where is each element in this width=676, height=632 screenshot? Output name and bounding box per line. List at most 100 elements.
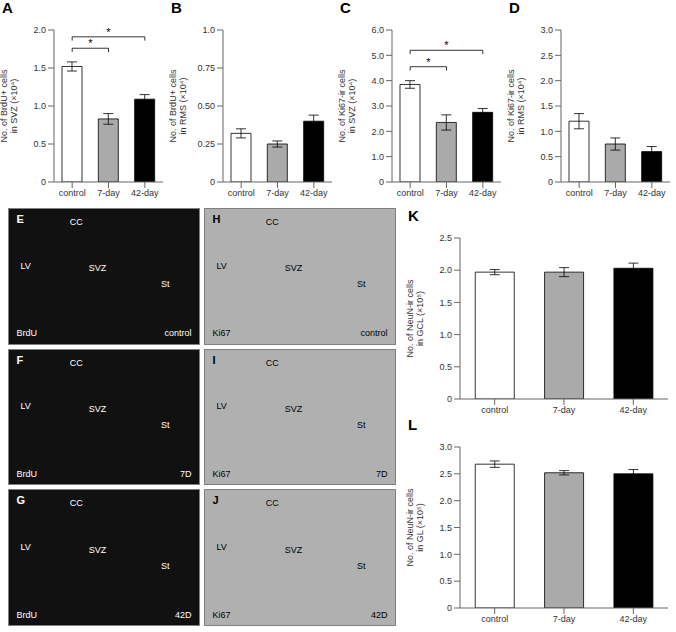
- svg-text:0: 0: [379, 177, 384, 187]
- svg-text:0.5: 0.5: [540, 152, 553, 162]
- svg-text:No. of NeuN-ir cellsin GL (×10: No. of NeuN-ir cellsin GL (×10⁵): [406, 488, 425, 567]
- html-text:7D: 7D: [375, 468, 388, 479]
- svg-text:1.0: 1.0: [371, 152, 384, 162]
- svg-text:7-day: 7-day: [435, 188, 458, 198]
- svg-text:*: *: [426, 56, 431, 68]
- svg-text:No. of Ki67-ir cellsin RMS (×1: No. of Ki67-ir cellsin RMS (×10⁴): [507, 69, 526, 143]
- svg-text:7-day: 7-day: [553, 614, 576, 624]
- svg-text:control: control: [481, 405, 508, 415]
- svg-text:2.0: 2.0: [439, 496, 452, 506]
- svg-text:0.5: 0.5: [33, 139, 46, 149]
- svg-text:1.0: 1.0: [33, 101, 46, 111]
- svg-text:42-day: 42-day: [620, 405, 648, 415]
- svg-text:7-day: 7-day: [266, 188, 289, 198]
- svg-text:2.0: 2.0: [439, 265, 452, 275]
- html-text:B: B: [171, 0, 182, 16]
- html-text:Ki67: Ki67: [212, 468, 231, 479]
- svg-text:0: 0: [41, 177, 46, 187]
- html-text:LV: LV: [216, 260, 227, 271]
- svg-text:42-day: 42-day: [620, 614, 648, 624]
- svg-text:No. of BrdU+ cellsin RMS (×10⁴: No. of BrdU+ cellsin RMS (×10⁴): [169, 69, 188, 142]
- svg-text:42-day: 42-day: [300, 188, 328, 198]
- html-text:control: control: [360, 328, 388, 339]
- html-text:K: K: [408, 207, 419, 224]
- html-text:SVZ: SVZ: [284, 263, 303, 274]
- html-text:LV: LV: [20, 401, 31, 412]
- html-text:LV: LV: [20, 541, 31, 552]
- html-text:7D: 7D: [179, 468, 192, 479]
- svg-text:0.75: 0.75: [197, 63, 215, 73]
- svg-text:0.5: 0.5: [439, 576, 452, 586]
- html-text:LV: LV: [216, 541, 227, 552]
- svg-text:0.5: 0.5: [439, 362, 452, 372]
- svg-text:7-day: 7-day: [604, 188, 627, 198]
- html-text:BrdU: BrdU: [16, 468, 38, 479]
- html-text:CC: CC: [69, 498, 83, 509]
- html-text:BrdU: BrdU: [16, 328, 38, 339]
- svg-text:control: control: [481, 614, 508, 624]
- svg-text:42-day: 42-day: [469, 188, 497, 198]
- html-text:Ki67: Ki67: [212, 609, 231, 620]
- svg-text:0.50: 0.50: [197, 101, 215, 111]
- svg-text:control: control: [566, 188, 593, 198]
- svg-text:3.0: 3.0: [371, 101, 384, 111]
- html-text:SVZ: SVZ: [88, 403, 107, 414]
- html-text:42D: 42D: [370, 609, 388, 620]
- svg-text:No. of BrdU+ cellsin SVZ (×10⁴: No. of BrdU+ cellsin SVZ (×10⁴): [8, 69, 19, 142]
- svg-text:4.0: 4.0: [371, 76, 384, 86]
- svg-text:3.0: 3.0: [540, 25, 553, 35]
- html-text:SVZ: SVZ: [284, 544, 303, 555]
- html-text:A: A: [2, 0, 13, 16]
- html-text:CC: CC: [69, 217, 83, 228]
- svg-text:3.0: 3.0: [439, 442, 452, 452]
- svg-text:control: control: [59, 188, 86, 198]
- svg-text:control: control: [397, 188, 424, 198]
- svg-text:*: *: [106, 26, 111, 38]
- html-text:D: D: [509, 0, 520, 16]
- html-text:BrdU: BrdU: [16, 609, 38, 620]
- svg-text:1.0: 1.0: [202, 25, 215, 35]
- html-text:CC: CC: [265, 217, 279, 228]
- svg-text:No. of NeuN-ir cellsin GCL (×1: No. of NeuN-ir cellsin GCL (×10⁵): [406, 279, 425, 358]
- svg-text:2.0: 2.0: [540, 76, 553, 86]
- html-text:CC: CC: [265, 357, 279, 368]
- svg-text:2.5: 2.5: [439, 233, 452, 243]
- html-text:42D: 42D: [174, 609, 192, 620]
- svg-text:1.0: 1.0: [439, 330, 452, 340]
- svg-text:No. of Ki67-ir cellsin SVZ (×1: No. of Ki67-ir cellsin SVZ (×10⁴): [338, 69, 357, 143]
- svg-text:2.0: 2.0: [371, 127, 384, 137]
- html-text:SVZ: SVZ: [284, 403, 303, 414]
- svg-text:2.0: 2.0: [33, 25, 46, 35]
- html-text:LV: LV: [216, 401, 227, 412]
- svg-text:1.5: 1.5: [439, 523, 452, 533]
- svg-text:0: 0: [447, 394, 452, 404]
- svg-text:*: *: [88, 37, 93, 49]
- html-text:control: control: [164, 328, 192, 339]
- html-text:SVZ: SVZ: [88, 263, 107, 274]
- html-text:LV: LV: [20, 260, 31, 271]
- svg-text:0.25: 0.25: [197, 139, 215, 149]
- svg-text:2.5: 2.5: [540, 51, 553, 61]
- svg-text:1.0: 1.0: [540, 127, 553, 137]
- svg-text:*: *: [444, 39, 449, 51]
- svg-text:0: 0: [210, 177, 215, 187]
- svg-text:1.5: 1.5: [540, 101, 553, 111]
- html-text:C: C: [340, 0, 351, 16]
- svg-text:0: 0: [447, 603, 452, 613]
- svg-text:7-day: 7-day: [553, 405, 576, 415]
- svg-text:2.5: 2.5: [439, 469, 452, 479]
- svg-text:42-day: 42-day: [131, 188, 159, 198]
- html-text:CC: CC: [69, 357, 83, 368]
- svg-text:control: control: [228, 188, 255, 198]
- svg-text:1.5: 1.5: [439, 298, 452, 308]
- svg-text:42-day: 42-day: [638, 188, 666, 198]
- html-text:Ki67: Ki67: [212, 328, 231, 339]
- svg-text:7-day: 7-day: [97, 188, 120, 198]
- svg-text:6.0: 6.0: [371, 25, 384, 35]
- html-text:SVZ: SVZ: [88, 544, 107, 555]
- svg-text:0: 0: [548, 177, 553, 187]
- svg-text:1.0: 1.0: [439, 550, 452, 560]
- svg-text:1.5: 1.5: [33, 63, 46, 73]
- html-text:CC: CC: [265, 498, 279, 509]
- svg-text:5.0: 5.0: [371, 51, 384, 61]
